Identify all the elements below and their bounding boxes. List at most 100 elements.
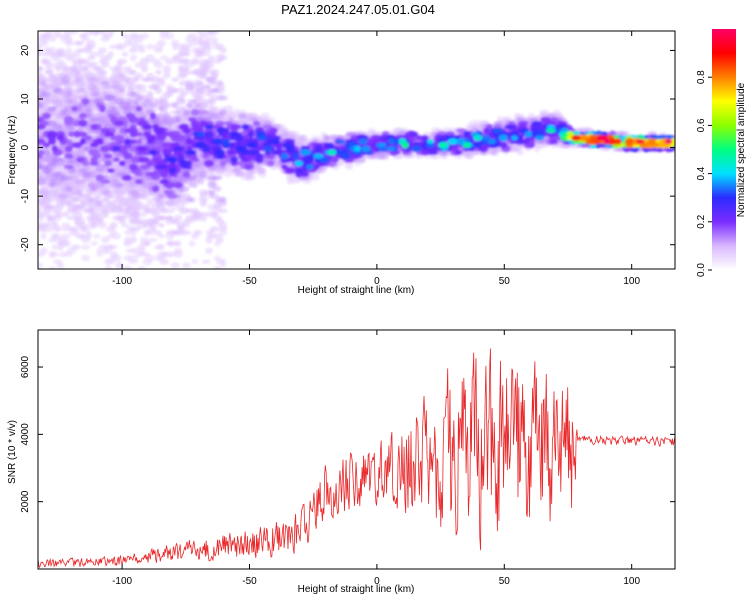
heatmap-cell — [104, 160, 112, 167]
heatmap-cell — [527, 142, 535, 149]
heatmap-cell — [209, 226, 220, 232]
heatmap-cell — [311, 163, 320, 171]
heatmap-cell — [146, 91, 154, 98]
heatmap-cell — [93, 233, 101, 239]
heatmap-cell — [132, 77, 140, 83]
heatmap-cell — [664, 139, 673, 144]
heatmap-cell — [38, 211, 45, 218]
heatmap-cell — [157, 106, 165, 112]
heatmap-cell — [100, 84, 111, 90]
heatmap-cell — [294, 168, 303, 173]
snr-panel: -100 -50 0 50 100 2000 4000 6000 Height of str… — [7, 329, 676, 595]
heatmap-cell — [571, 134, 581, 141]
heatmap-cell — [546, 124, 556, 130]
heatmap-cell — [120, 196, 130, 203]
heatmap-cell — [146, 43, 155, 50]
heatmap-cell — [78, 65, 88, 72]
heatmap-cell — [647, 138, 657, 145]
heatmap-cell — [38, 149, 44, 155]
heatmap-cell — [219, 109, 227, 116]
heatmap-cell — [207, 113, 217, 119]
heatmap-cell — [45, 204, 54, 210]
heatmap-cell — [208, 55, 216, 60]
heatmap-cell — [81, 171, 90, 178]
heatmap-cell — [98, 221, 107, 229]
heatmap-cell — [90, 117, 99, 122]
heatmap-cell — [438, 142, 445, 148]
heatmap-cell — [169, 167, 176, 174]
heatmap-cell — [226, 149, 237, 155]
heatmap-cell — [54, 210, 61, 218]
heatmap-cell — [198, 110, 209, 115]
heatmap-cell — [462, 142, 472, 149]
spectrogram-x-tick-label: 50 — [499, 276, 511, 287]
heatmap-cell — [210, 211, 219, 218]
heatmap-cell — [129, 91, 137, 97]
heatmap-cell — [128, 116, 139, 124]
heatmap-cell — [53, 87, 62, 94]
heatmap-cell — [59, 109, 67, 116]
heatmap-cell — [104, 265, 112, 269]
heatmap-cell — [38, 101, 44, 109]
heatmap-cell — [99, 105, 106, 113]
heatmap-cell — [159, 95, 169, 101]
heatmap-cell — [256, 153, 263, 160]
heatmap-cell — [48, 73, 56, 79]
heatmap-cell — [121, 106, 129, 112]
heatmap-cell — [230, 123, 238, 131]
heatmap-cell — [128, 163, 138, 171]
heatmap-cell — [44, 84, 54, 90]
heatmap-cell — [38, 164, 43, 170]
heatmap-cell — [90, 241, 98, 246]
snr-x-tick-label: -100 — [112, 576, 132, 587]
heatmap-cell — [172, 101, 179, 109]
heatmap-cell — [115, 138, 123, 145]
heatmap-cell — [59, 186, 67, 192]
heatmap-cell — [78, 48, 88, 53]
heatmap-cell — [61, 222, 71, 228]
heatmap-cell — [118, 160, 126, 167]
spectrogram-y-tick-label: 0 — [20, 144, 31, 150]
heatmap-cell — [85, 113, 92, 119]
heatmap-cell — [110, 208, 118, 213]
heatmap-cell — [48, 237, 56, 243]
heatmap-cell — [128, 189, 139, 196]
heatmap-cell — [193, 229, 203, 236]
heatmap-cell — [175, 98, 186, 105]
heatmap-cell — [129, 54, 137, 62]
heatmap-cell — [546, 128, 556, 134]
heatmap-cell — [223, 105, 234, 113]
heatmap-cell — [118, 88, 126, 93]
heatmap-cell — [511, 135, 518, 141]
heatmap-cell — [157, 193, 166, 199]
heatmap-cell — [185, 137, 194, 146]
heatmap-cell — [204, 159, 214, 167]
heatmap-cell — [140, 106, 149, 112]
heatmap-cell — [491, 149, 499, 156]
heatmap-cell — [196, 131, 205, 137]
heatmap-cell — [149, 112, 157, 120]
heatmap-cell — [378, 142, 387, 148]
heatmap-cell — [219, 160, 227, 167]
heatmap-cell — [328, 149, 337, 156]
heatmap-cell — [86, 214, 97, 222]
heatmap-cell — [299, 171, 309, 178]
heatmap-cell — [115, 207, 124, 215]
heatmap-cell — [216, 152, 224, 160]
heatmap-cell — [345, 131, 353, 137]
heatmap-cell — [206, 76, 217, 84]
heatmap-cell — [87, 55, 96, 60]
heatmap-cell — [52, 33, 63, 39]
heatmap-cell — [40, 232, 47, 240]
heatmap-cell — [47, 37, 57, 42]
heatmap-cell — [246, 142, 256, 148]
heatmap-cell — [219, 263, 227, 268]
heatmap-cell — [48, 266, 56, 269]
heatmap-cell — [151, 76, 161, 84]
heatmap-cell — [607, 138, 618, 145]
heatmap-cell — [191, 259, 199, 265]
heatmap-cell — [187, 175, 197, 181]
colorbar-tick-label: 0.6 — [696, 118, 707, 132]
heatmap-cell — [166, 87, 173, 94]
heatmap-cell — [204, 124, 214, 130]
